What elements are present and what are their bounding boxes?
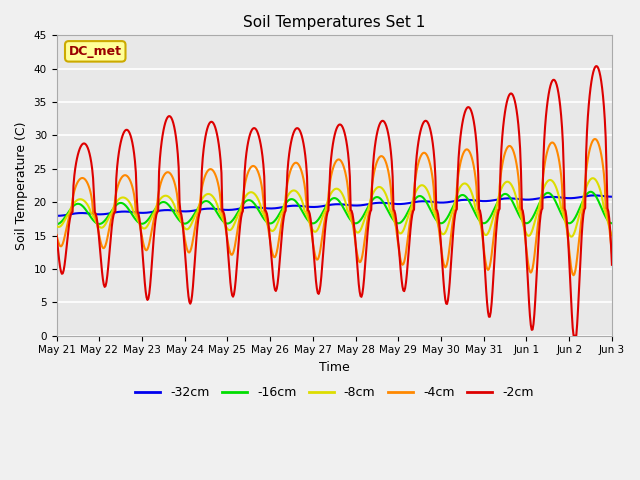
- Title: Soil Temperatures Set 1: Soil Temperatures Set 1: [243, 15, 426, 30]
- X-axis label: Time: Time: [319, 361, 349, 374]
- Text: DC_met: DC_met: [68, 45, 122, 58]
- Y-axis label: Soil Temperature (C): Soil Temperature (C): [15, 121, 28, 250]
- Legend: -32cm, -16cm, -8cm, -4cm, -2cm: -32cm, -16cm, -8cm, -4cm, -2cm: [130, 382, 538, 405]
